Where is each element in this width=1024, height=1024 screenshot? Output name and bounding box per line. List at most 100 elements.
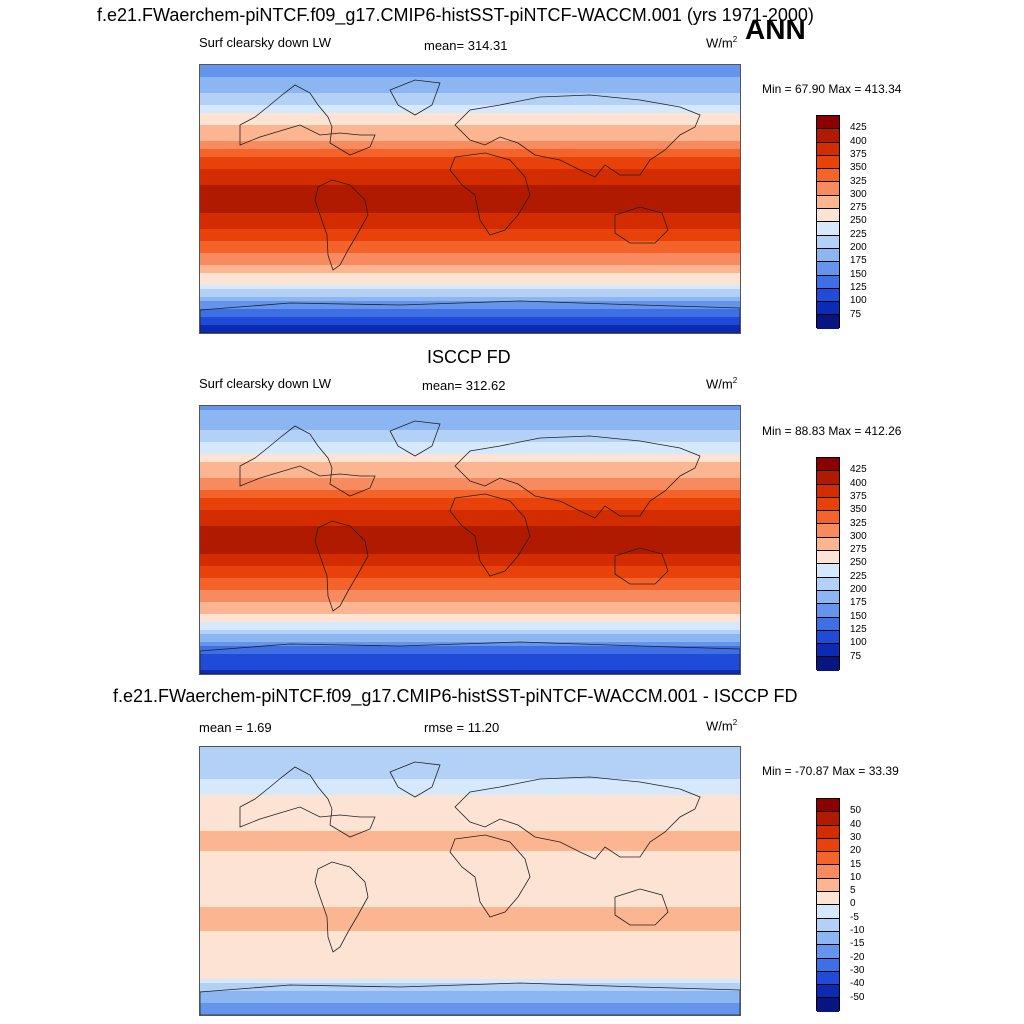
field-band: [200, 927, 740, 932]
field-band: [200, 313, 740, 318]
field-band: [200, 654, 740, 659]
field-band: [200, 297, 740, 302]
colorbar-tick-label: 325: [850, 175, 867, 187]
field-band: [200, 883, 740, 888]
field-band: [200, 129, 740, 134]
field-band: [200, 887, 740, 892]
field-band: [200, 638, 740, 643]
colorbar-tick-label: -5: [850, 911, 859, 923]
field-band: [200, 265, 740, 270]
field-band: [200, 89, 740, 94]
coastline: [200, 982, 740, 1015]
field-band: [200, 987, 740, 992]
field-band: [200, 771, 740, 776]
coastline: [614, 206, 669, 244]
field-band: [200, 486, 740, 491]
min-max-label: Min = -70.87 Max = 33.39: [762, 764, 899, 778]
field-band: [200, 803, 740, 808]
colorbar-swatch: [817, 577, 839, 591]
field-band: [200, 811, 740, 816]
field-band: [200, 875, 740, 880]
field-band: [200, 775, 740, 780]
colorbar-tick-label: 125: [850, 281, 867, 293]
field-band: [200, 915, 740, 920]
panel-units-label: W/m2: [706, 35, 738, 51]
coastline: [200, 641, 740, 674]
field-band: [200, 269, 740, 274]
min-max-label: Min = 88.83 Max = 412.26: [762, 424, 902, 438]
panel-rmse-label: rmse = 11.20: [424, 720, 500, 735]
colorbar-swatch: [817, 905, 839, 919]
field-band: [200, 574, 740, 579]
colorbar-swatch: [817, 511, 839, 525]
field-band: [200, 281, 740, 286]
panel-units-label: W/m2: [706, 376, 738, 392]
colorbar-swatch: [817, 865, 839, 879]
field-band: [200, 450, 740, 455]
field-band: [200, 819, 740, 824]
colorbar-swatch: [817, 484, 839, 498]
field-band: [200, 983, 740, 988]
field-band: [200, 173, 740, 178]
field-band: [200, 578, 740, 583]
season-label: ANN: [745, 14, 806, 45]
colorbar-tick-label: 150: [850, 268, 867, 280]
colorbar-tick-label: -40: [850, 978, 865, 990]
colorbar-swatch: [817, 878, 839, 893]
colorbar-tick-label: 15: [850, 858, 862, 870]
field-band: [200, 321, 740, 326]
colorbar-swatch: [817, 644, 839, 658]
colorbar-tick-label: 425: [850, 464, 867, 476]
coastline: [614, 547, 669, 585]
field-band: [200, 975, 740, 980]
field-band: [200, 478, 740, 483]
field-band: [200, 462, 740, 467]
field-band: [200, 85, 740, 90]
colorbar-swatch: [817, 116, 839, 130]
coastline: [449, 152, 531, 236]
field-band: [200, 791, 740, 796]
colorbar-swatch: [817, 551, 839, 565]
colorbar-tick-label: -10: [850, 925, 865, 936]
field-band: [200, 498, 740, 503]
field-band: [200, 301, 740, 306]
field-band: [200, 454, 740, 459]
field-band: [200, 923, 740, 928]
field-band: [200, 787, 740, 792]
field-band: [200, 843, 740, 848]
field-band: [200, 193, 740, 198]
field-band: [200, 831, 740, 836]
panel-mean-label: mean= 312.62: [422, 378, 506, 393]
coastline: [314, 520, 369, 612]
field-band: [200, 69, 740, 74]
field-band: [200, 859, 740, 864]
field-band: [200, 233, 740, 238]
colorbar-tick-label: 200: [850, 584, 867, 595]
field-band: [200, 959, 740, 964]
field-band: [200, 554, 740, 559]
coastline: [614, 888, 669, 926]
field-band: [200, 951, 740, 956]
field-band: [200, 305, 740, 310]
colorbar-swatch: [817, 235, 839, 249]
colorbar-swatch: [817, 971, 839, 986]
field-band: [200, 594, 740, 599]
field-band: [200, 939, 740, 944]
field-band: [200, 121, 740, 126]
coastline: [454, 435, 701, 519]
field-band: [200, 658, 740, 663]
colorbar-swatch: [817, 169, 839, 183]
field-band: [200, 562, 740, 567]
field-band: [200, 422, 740, 427]
colorbar-tick-label: -20: [850, 951, 865, 963]
field-band: [200, 967, 740, 972]
field-band: [200, 763, 740, 768]
field-band: [200, 1011, 740, 1015]
field-band: [200, 73, 740, 78]
field-band: [200, 566, 740, 571]
field-band: [200, 430, 740, 435]
field-band: [200, 747, 740, 752]
coastline: [449, 834, 531, 918]
colorbar-swatch: [817, 155, 839, 170]
colorbar-swatch: [817, 302, 839, 316]
